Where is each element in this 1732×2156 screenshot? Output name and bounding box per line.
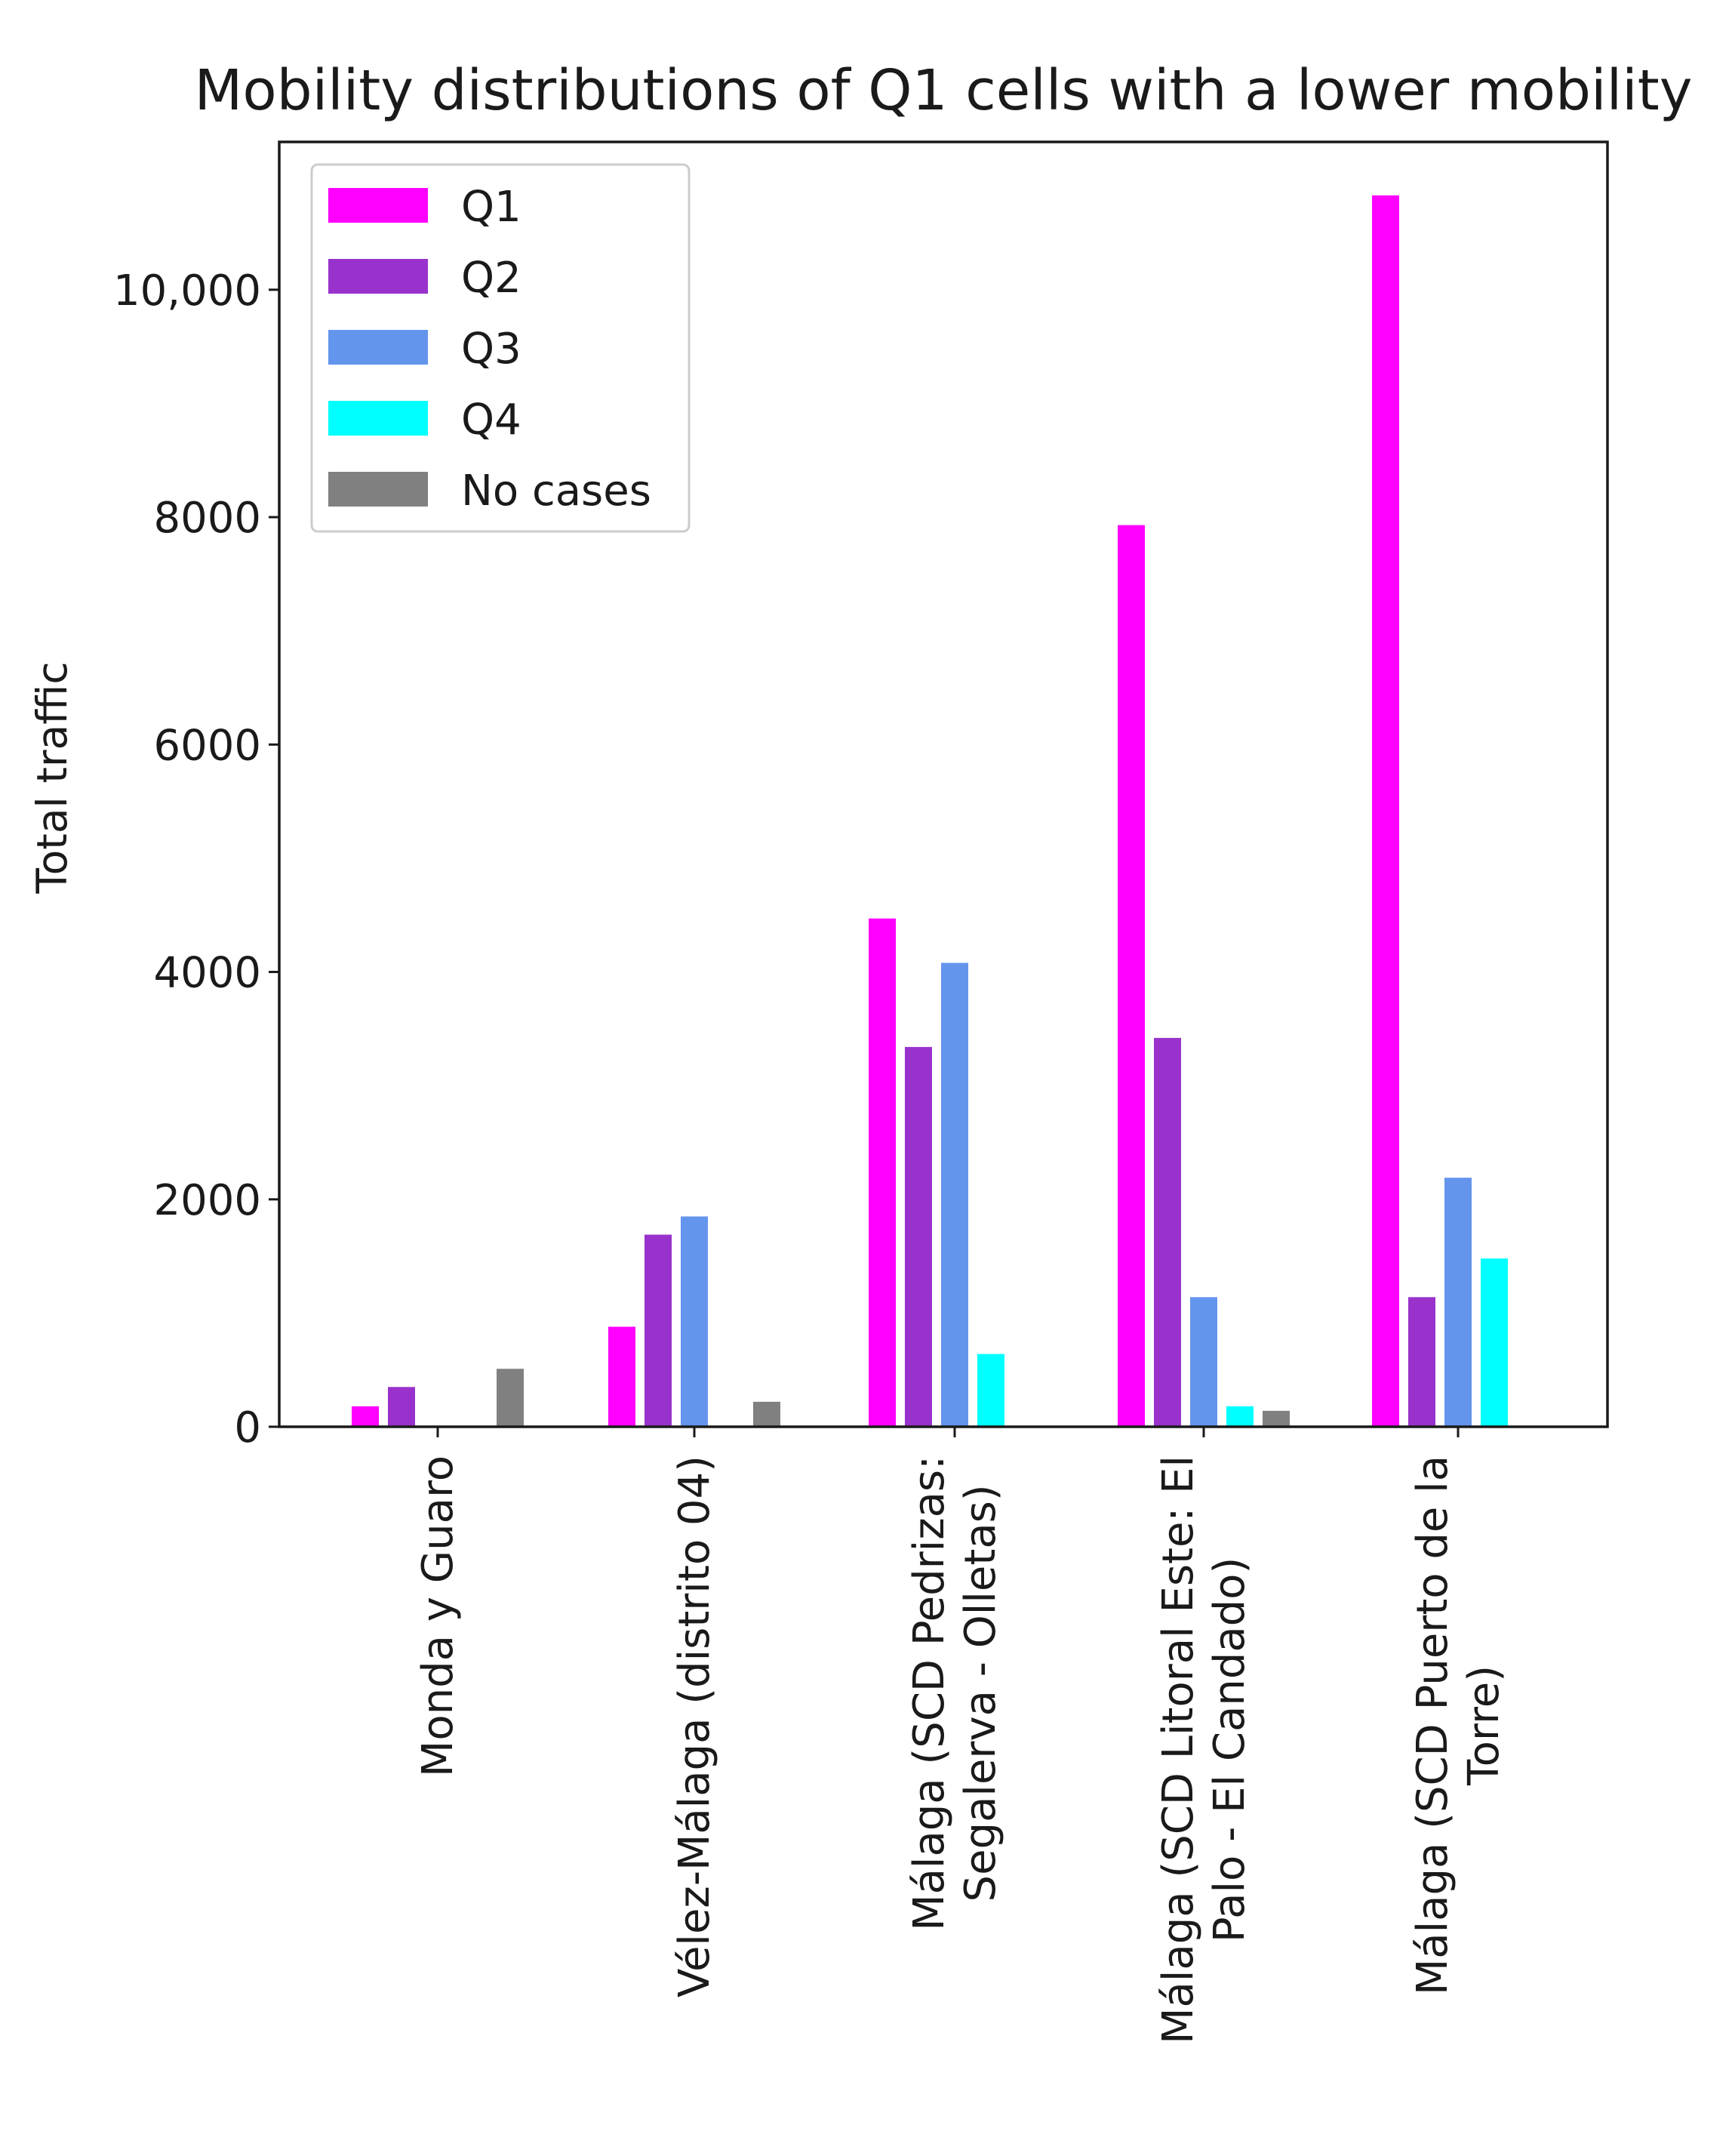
bar-q2-cat-4: [1154, 1037, 1181, 1427]
x-tick-label: Vélez-Málaga (distrito 04): [670, 1455, 719, 1997]
x-tick-label: Málaga (SCD Puerto de la: [1408, 1455, 1457, 1995]
y-tick-label: 4000: [153, 949, 261, 998]
x-axis: Monda y Guaro Vélez-Málaga (distrito 04) M…: [414, 1427, 1509, 2044]
x-tick-label: Málaga (SCD Litoral Este: El: [1154, 1455, 1203, 2044]
legend-label: No cases: [461, 467, 651, 516]
legend-label: Q2: [461, 254, 521, 303]
x-tick-label: Málaga (SCD Pedrizas:: [905, 1455, 954, 1931]
bar-q2-cat-3: [905, 1046, 932, 1427]
bar-q3-cat-4: [1190, 1297, 1217, 1427]
legend-box: [310, 163, 691, 533]
x-tick-label: Segalerva - Olletas): [956, 1484, 1005, 1902]
y-axis-label: Total traffic: [28, 661, 76, 894]
bar-q3-cat-3: [941, 962, 968, 1427]
bar-q1-cat-3: [869, 918, 896, 1427]
bar-q2-cat-2: [645, 1234, 672, 1427]
bar-q1-cat-2: [608, 1326, 635, 1427]
x-tick-label: Monda y Guaro: [414, 1455, 463, 1777]
legend-label: Q1: [461, 183, 521, 232]
y-tick-label: 10,000: [113, 266, 261, 316]
plot-frame: [278, 140, 1609, 1428]
y-tick-label: 2000: [153, 1176, 261, 1225]
x-tick-label-group: Vélez-Málaga (distrito 04): [670, 1455, 719, 1997]
y-tick-label: 0: [234, 1403, 261, 1452]
x-tick-label-group: Málaga (SCD Litoral Este: El Palo - El Ca…: [1154, 1455, 1254, 2044]
bar-no-cases-cat-2: [753, 1401, 780, 1427]
bars-layer: [352, 195, 1508, 1427]
bar-q1-cat-4: [1118, 525, 1145, 1427]
bar-q3-cat-2: [681, 1216, 708, 1427]
bar-no-cases-cat-1: [497, 1369, 524, 1427]
chart-title: Mobility distributions of Q1 cells with …: [194, 58, 1692, 123]
bar-q2-cat-1: [388, 1387, 415, 1427]
bar-q3-cat-5: [1444, 1178, 1472, 1427]
y-tick-label: 8000: [153, 494, 261, 543]
legend-swatch-q2: [328, 259, 428, 294]
x-tick-label: Torre): [1460, 1665, 1509, 1786]
x-tick-label: Palo - El Candado): [1205, 1557, 1254, 1942]
legend-label: Q4: [461, 396, 521, 445]
bar-q4-cat-5: [1481, 1258, 1508, 1427]
legend-swatch-q4: [328, 401, 428, 436]
bar-q4-cat-4: [1226, 1406, 1254, 1427]
bar-q1-cat-5: [1372, 195, 1399, 1427]
y-axis: 0 2000 4000 6000 8000 10,000: [113, 266, 279, 1452]
bar-no-cases-cat-4: [1263, 1410, 1290, 1427]
x-tick-label-group: Málaga (SCD Puerto de la Torre): [1408, 1455, 1509, 1995]
bar-q4-cat-3: [977, 1354, 1004, 1427]
x-tick-label-group: Monda y Guaro: [414, 1455, 463, 1777]
legend: Q1 Q2 Q3 Q4 No cases: [310, 163, 691, 533]
bar-q2-cat-5: [1408, 1297, 1435, 1427]
legend-swatch-no-cases: [328, 472, 428, 507]
bar-q1-cat-1: [352, 1406, 379, 1427]
x-tick-label-group: Málaga (SCD Pedrizas: Segalerva - Olletas…: [905, 1455, 1005, 1931]
legend-label: Q3: [461, 325, 521, 374]
legend-swatch-q3: [328, 330, 428, 365]
y-tick-label: 6000: [153, 721, 261, 770]
legend-swatch-q1: [328, 188, 428, 223]
